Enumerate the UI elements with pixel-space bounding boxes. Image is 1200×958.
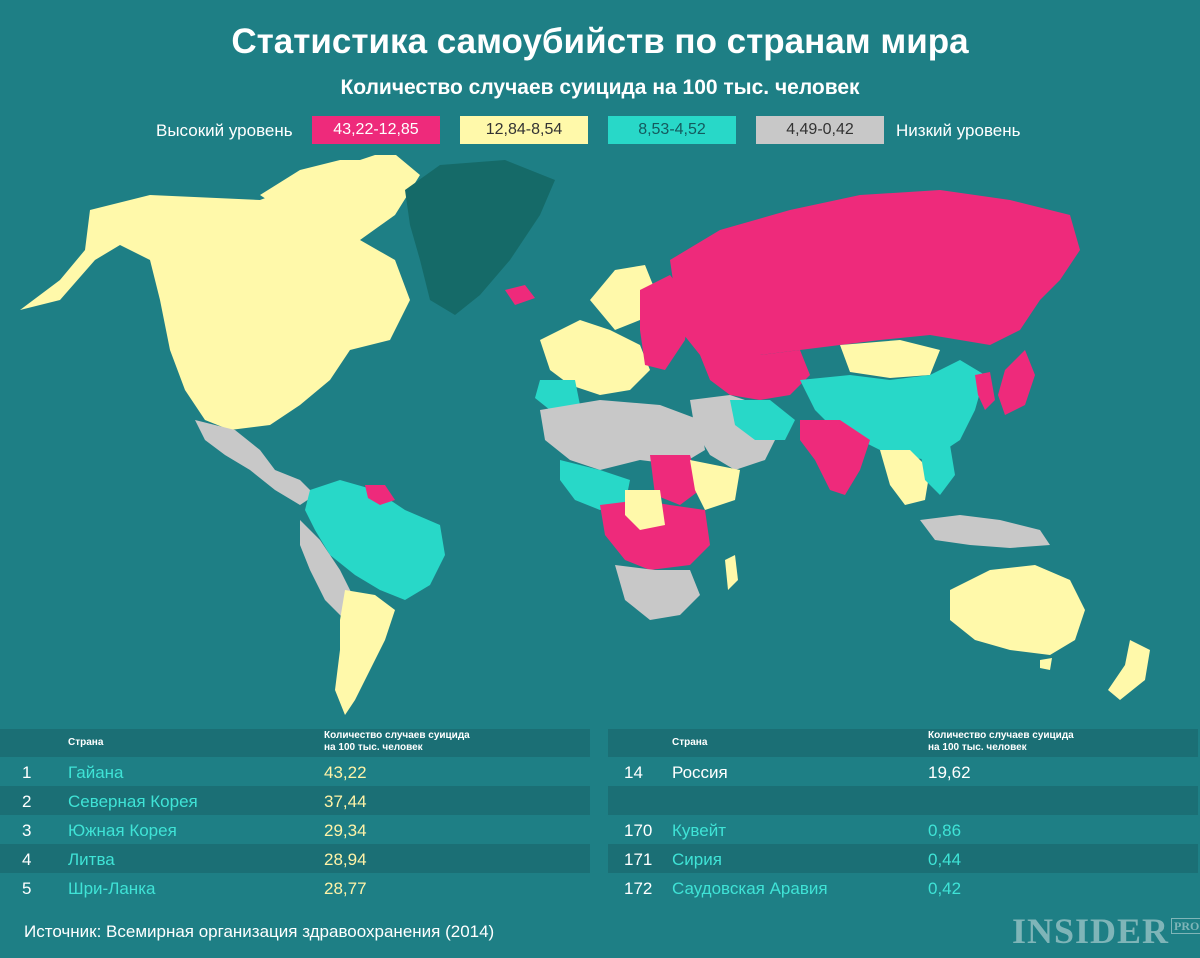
row-country: Гайана [68, 763, 124, 782]
region-southern-africa [615, 565, 700, 620]
table-left: Страна Количество случаев суицида на 100… [0, 729, 590, 902]
world-map [20, 155, 1150, 715]
table-row: 5 Шри-Ланка 28,77 [0, 873, 590, 902]
region-iceland [505, 285, 535, 305]
row-rank: 2 [22, 792, 32, 811]
col-rate-header-line2: на 100 тыс. человек [324, 742, 423, 753]
region-iran [730, 400, 795, 440]
region-south-america-west [300, 520, 355, 620]
source-note: Источник: Всемирная организация здравоох… [24, 922, 495, 941]
row-rate: 28,94 [324, 850, 367, 869]
region-russia [670, 190, 1080, 360]
table-row: 172 Саудовская Аравия 0,42 [608, 873, 1198, 902]
region-mongolia [840, 340, 940, 378]
table-right: Страна Количество случаев суицида на 100… [608, 729, 1198, 902]
region-central-asia [700, 350, 810, 400]
region-sudan [650, 455, 700, 505]
col-country-header: Страна [68, 737, 104, 748]
row-country: Россия [672, 763, 728, 782]
row-rank: 5 [22, 879, 32, 898]
row-rate: 29,34 [324, 821, 367, 840]
row-country: Сирия [672, 850, 722, 869]
table-row: 170 Кувейт 0,86 [608, 815, 1198, 844]
legend-item-mid-high: 12,84-8,54 [460, 116, 588, 144]
region-china [800, 360, 985, 460]
row-rank: 170 [624, 821, 653, 840]
region-north-africa [540, 400, 705, 470]
legend-item-high: 43,22-12,85 [312, 116, 440, 144]
region-iberia [535, 380, 580, 410]
row-country: Южная Корея [68, 821, 177, 840]
logo-main: INSIDER [1012, 911, 1170, 951]
col-country-header: Страна [672, 737, 708, 748]
region-north-america [20, 155, 420, 430]
region-india [800, 420, 870, 495]
table-row: 1 Гайана 43,22 [0, 757, 590, 786]
region-new-zealand [1108, 640, 1150, 700]
page-title: Статистика самоубийств по странам мира [231, 22, 969, 61]
page-subtitle: Количество случаев суицида на 100 тыс. ч… [340, 76, 860, 99]
region-australia [950, 565, 1085, 655]
region-scandinavia [590, 265, 655, 330]
row-rank: 171 [624, 850, 653, 869]
row-rank: 1 [22, 763, 32, 782]
region-arctic-islands [260, 160, 400, 225]
row-rank: 3 [22, 821, 32, 840]
region-indonesia [920, 515, 1050, 548]
region-horn-africa [690, 460, 740, 510]
col-rate-header-line1: Количество случаев суицида [928, 730, 1074, 741]
row-rate: 37,44 [324, 792, 367, 811]
table-left-header: Страна Количество случаев суицида на 100… [0, 729, 590, 757]
region-south-america-north [305, 480, 445, 600]
logo-tag: PRO [1171, 918, 1200, 934]
insider-pro-logo[interactable]: INSIDER PRO [1012, 910, 1200, 952]
region-southeast-asia [880, 450, 930, 505]
region-japan [998, 350, 1035, 415]
row-country: Литва [68, 850, 115, 869]
row-country: Кувейт [672, 821, 726, 840]
region-west-africa [560, 460, 630, 510]
legend-high-label: Высокий уровень [156, 121, 293, 140]
row-rate: 28,77 [324, 879, 367, 898]
row-rate: 43,22 [324, 763, 367, 782]
region-central-africa-yellow [625, 490, 665, 530]
row-rank: 4 [22, 850, 32, 869]
col-rate-header-line1: Количество случаев суицида [324, 730, 470, 741]
row-rate: 0,42 [928, 879, 962, 898]
table-right-header: Страна Количество случаев суицида на 100… [608, 729, 1198, 757]
region-madagascar [725, 555, 738, 590]
row-rate: 0,86 [928, 821, 962, 840]
table-row: 2 Северная Корея 37,44 [0, 786, 590, 815]
row-country: Северная Корея [68, 792, 198, 811]
table-row: 171 Сирия 0,44 [608, 844, 1198, 873]
row-rate: 0,44 [928, 850, 962, 869]
region-mexico [195, 420, 315, 505]
table-row: 4 Литва 28,94 [0, 844, 590, 873]
region-guyana [365, 485, 395, 505]
legend-low-label: Низкий уровень [896, 121, 1021, 140]
region-europe-west [540, 320, 650, 395]
region-greenland [405, 160, 555, 315]
row-rate: 19,62 [928, 763, 971, 782]
region-south-america-south [335, 590, 395, 715]
row-country: Саудовская Аравия [672, 879, 828, 898]
region-tasmania [1040, 658, 1052, 670]
legend-item-low: 4,49-0,42 [756, 116, 884, 144]
row-country: Шри-Ланка [68, 879, 156, 898]
row-rank: 172 [624, 879, 653, 898]
row-rank: 14 [624, 763, 643, 782]
table-row: 3 Южная Корея 29,34 [0, 815, 590, 844]
table-row: 14 Россия 19,62 [608, 757, 1198, 786]
region-indochina [920, 445, 955, 495]
table-row [608, 786, 1198, 815]
legend-item-mid-low: 8,53-4,52 [608, 116, 736, 144]
col-rate-header-line2: на 100 тыс. человек [928, 742, 1027, 753]
region-korea [975, 372, 995, 410]
